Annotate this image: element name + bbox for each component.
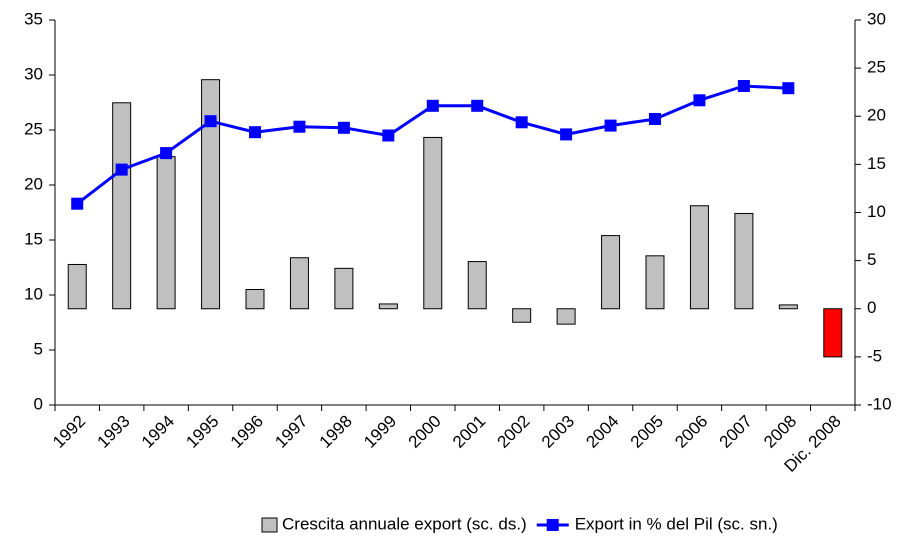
x-tick-label: 2008: [760, 412, 800, 452]
bar: [467, 261, 487, 310]
line-marker: [649, 113, 661, 125]
line-marker: [160, 147, 173, 160]
y-tick-label: 35: [24, 9, 43, 28]
line-marker: [293, 120, 306, 133]
y-tick-label: 30: [24, 64, 43, 83]
x-tick-label: 1994: [138, 412, 178, 452]
y2-tick-label: 10: [867, 202, 886, 221]
x-tick-label: 1999: [360, 412, 400, 452]
x-tick-label: 1998: [316, 412, 356, 452]
line-marker: [426, 99, 439, 112]
y2-tick-label: -10: [867, 394, 892, 413]
line-marker: [515, 116, 528, 129]
legend-swatch: [261, 517, 278, 533]
bar: [778, 304, 798, 310]
y2-tick-label: 20: [867, 106, 886, 125]
line-marker: [382, 129, 395, 142]
y2-tick-label: 15: [867, 154, 886, 173]
line-marker: [249, 126, 261, 139]
line-marker: [471, 99, 484, 112]
y2-tick-label: 0: [867, 298, 876, 317]
line-marker: [782, 82, 795, 95]
y2-tick-label: -5: [867, 346, 882, 365]
bar: [734, 212, 754, 310]
x-tick-label: 2001: [449, 412, 489, 452]
legend-label: Crescita annuale export (sc. ds.): [282, 514, 527, 533]
bar: [512, 308, 532, 323]
line-marker: [693, 94, 706, 107]
y-tick-label: 5: [34, 339, 43, 358]
x-tick-label: 1992: [49, 412, 89, 452]
line-marker: [337, 121, 350, 134]
x-tick-label: 1993: [93, 412, 133, 452]
line-marker: [737, 80, 750, 92]
line-marker: [71, 197, 84, 210]
x-tick-label: 2007: [716, 412, 756, 452]
legend-label: Export in % del Pil (sc. sn.): [575, 514, 778, 533]
bar: [334, 267, 354, 310]
bar: [245, 289, 265, 310]
bar: [601, 235, 621, 310]
y-tick-label: 20: [24, 174, 43, 193]
bar: [112, 102, 132, 310]
y2-tick-label: 30: [867, 9, 886, 28]
y-tick-label: 0: [34, 394, 43, 413]
bar: [645, 255, 665, 310]
bar: [823, 308, 843, 358]
x-tick-label: 2006: [671, 412, 711, 452]
x-tick-label: 2002: [493, 412, 533, 452]
y2-tick-label: 5: [867, 250, 876, 269]
bar: [201, 79, 221, 310]
line-marker: [604, 119, 617, 132]
x-tick-label: 2000: [405, 412, 445, 452]
x-tick-label: 2003: [538, 412, 578, 452]
bar: [67, 263, 87, 310]
y2-tick-label: 25: [867, 58, 886, 77]
y-tick-label: 15: [24, 229, 43, 248]
bar: [423, 136, 443, 310]
bar: [556, 308, 576, 325]
y-tick-label: 25: [24, 119, 43, 138]
bar: [378, 303, 398, 310]
y-tick-label: 10: [24, 284, 43, 303]
x-tick-label: 1996: [227, 412, 267, 452]
legend-swatch: [546, 519, 559, 531]
line-marker: [204, 115, 217, 128]
bar: [289, 257, 309, 310]
x-tick-label: 1997: [271, 412, 311, 452]
line-marker: [560, 128, 573, 141]
x-tick-label: 2005: [627, 412, 667, 452]
x-tick-label: 1995: [182, 412, 222, 452]
bar: [689, 205, 709, 310]
bar: [156, 156, 176, 310]
x-tick-label: 2004: [582, 412, 622, 452]
line-marker: [115, 163, 128, 176]
